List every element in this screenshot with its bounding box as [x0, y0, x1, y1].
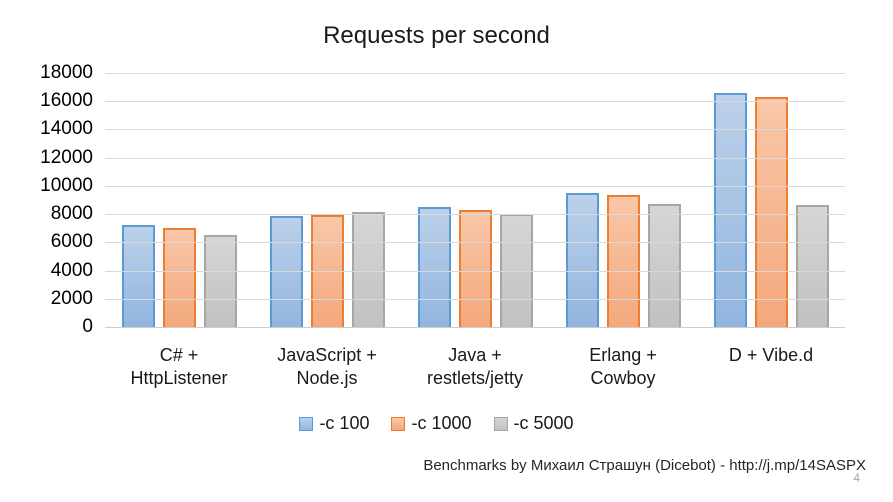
chart-title: Requests per second: [323, 22, 550, 49]
bar--c1000-group5: [754, 97, 788, 327]
bar-group-2: [253, 73, 401, 327]
legend-item--c5000: -c 5000: [493, 413, 574, 434]
y-axis-tick-label: 0: [82, 316, 93, 337]
legend-swatch-icon: [391, 416, 406, 431]
bar--c5000-group2: [351, 212, 385, 327]
bar--c1000-group1: [162, 228, 196, 327]
legend-item--c1000: -c 1000: [391, 413, 472, 434]
legend-swatch-icon: [493, 416, 508, 431]
y-axis-tick-label: 14000: [40, 118, 93, 140]
gridline: [105, 270, 845, 272]
bar--c5000-group1: [203, 234, 237, 327]
bar-group-4: [549, 73, 697, 327]
y-axis: 0 2000 4000 6000 8000 10000 12000 14000 16000 180…: [0, 0, 93, 360]
gridline: [105, 242, 845, 244]
y-axis-tick-label: 18000: [40, 62, 93, 83]
bar--c1000-group3: [458, 209, 492, 327]
y-axis-tick-label: 6000: [50, 231, 93, 253]
legend-label: -c 5000: [513, 413, 574, 433]
y-axis-tick-label: 10000: [40, 174, 93, 196]
x-axis-category-label: Erlang + Cowboy: [589, 345, 657, 388]
x-axis-labels: C# + HttpListener JavaScript + Node.js Java …: [105, 344, 845, 390]
bar-group-1: [105, 73, 253, 327]
bar--c100-group2: [269, 216, 303, 327]
legend-label: -c 1000: [411, 413, 472, 433]
legend-item--c100: -c 100: [299, 413, 369, 434]
credit-text: Benchmarks by Михаил Страшун (Dicebot) -…: [423, 457, 866, 474]
gridline: [105, 73, 845, 74]
bar--c100-group5: [713, 93, 747, 327]
bar-group-5: [697, 73, 845, 327]
gridline: [105, 129, 845, 131]
gridline: [105, 214, 845, 216]
plot-area: [105, 73, 845, 328]
bar--c100-group3: [417, 207, 451, 327]
legend-swatch-icon: [299, 416, 314, 431]
x-axis-category-label: Java + restlets/jetty: [426, 345, 524, 388]
bar--c5000-group4: [647, 203, 681, 327]
y-axis-tick-label: 16000: [40, 90, 93, 112]
bar--c1000-group4: [606, 195, 640, 327]
bar-groups-container: [105, 73, 845, 327]
bar-group-3: [401, 73, 549, 327]
legend-label: -c 100: [319, 413, 370, 433]
legend: -c 100 -c 1000 -c 5000: [0, 413, 873, 434]
gridline: [105, 298, 845, 300]
gridline: [105, 101, 845, 103]
gridline: [105, 157, 845, 159]
y-axis-tick-label: 2000: [50, 287, 93, 309]
gridline: [105, 185, 845, 187]
y-axis-tick-label: 12000: [40, 146, 93, 168]
page-number: 4: [853, 471, 860, 485]
y-axis-tick-label: 8000: [50, 203, 93, 225]
x-axis-category-label: D + Vibe.d: [728, 345, 814, 365]
bar--c5000-group5: [795, 204, 829, 327]
bar--c100-group1: [121, 225, 155, 327]
bar--c100-group4: [565, 192, 599, 327]
y-axis-tick-label: 4000: [50, 259, 93, 281]
x-axis-category-label: JavaScript + Node.js: [277, 345, 377, 388]
x-axis-category-label: C# + HttpListener: [130, 345, 228, 388]
